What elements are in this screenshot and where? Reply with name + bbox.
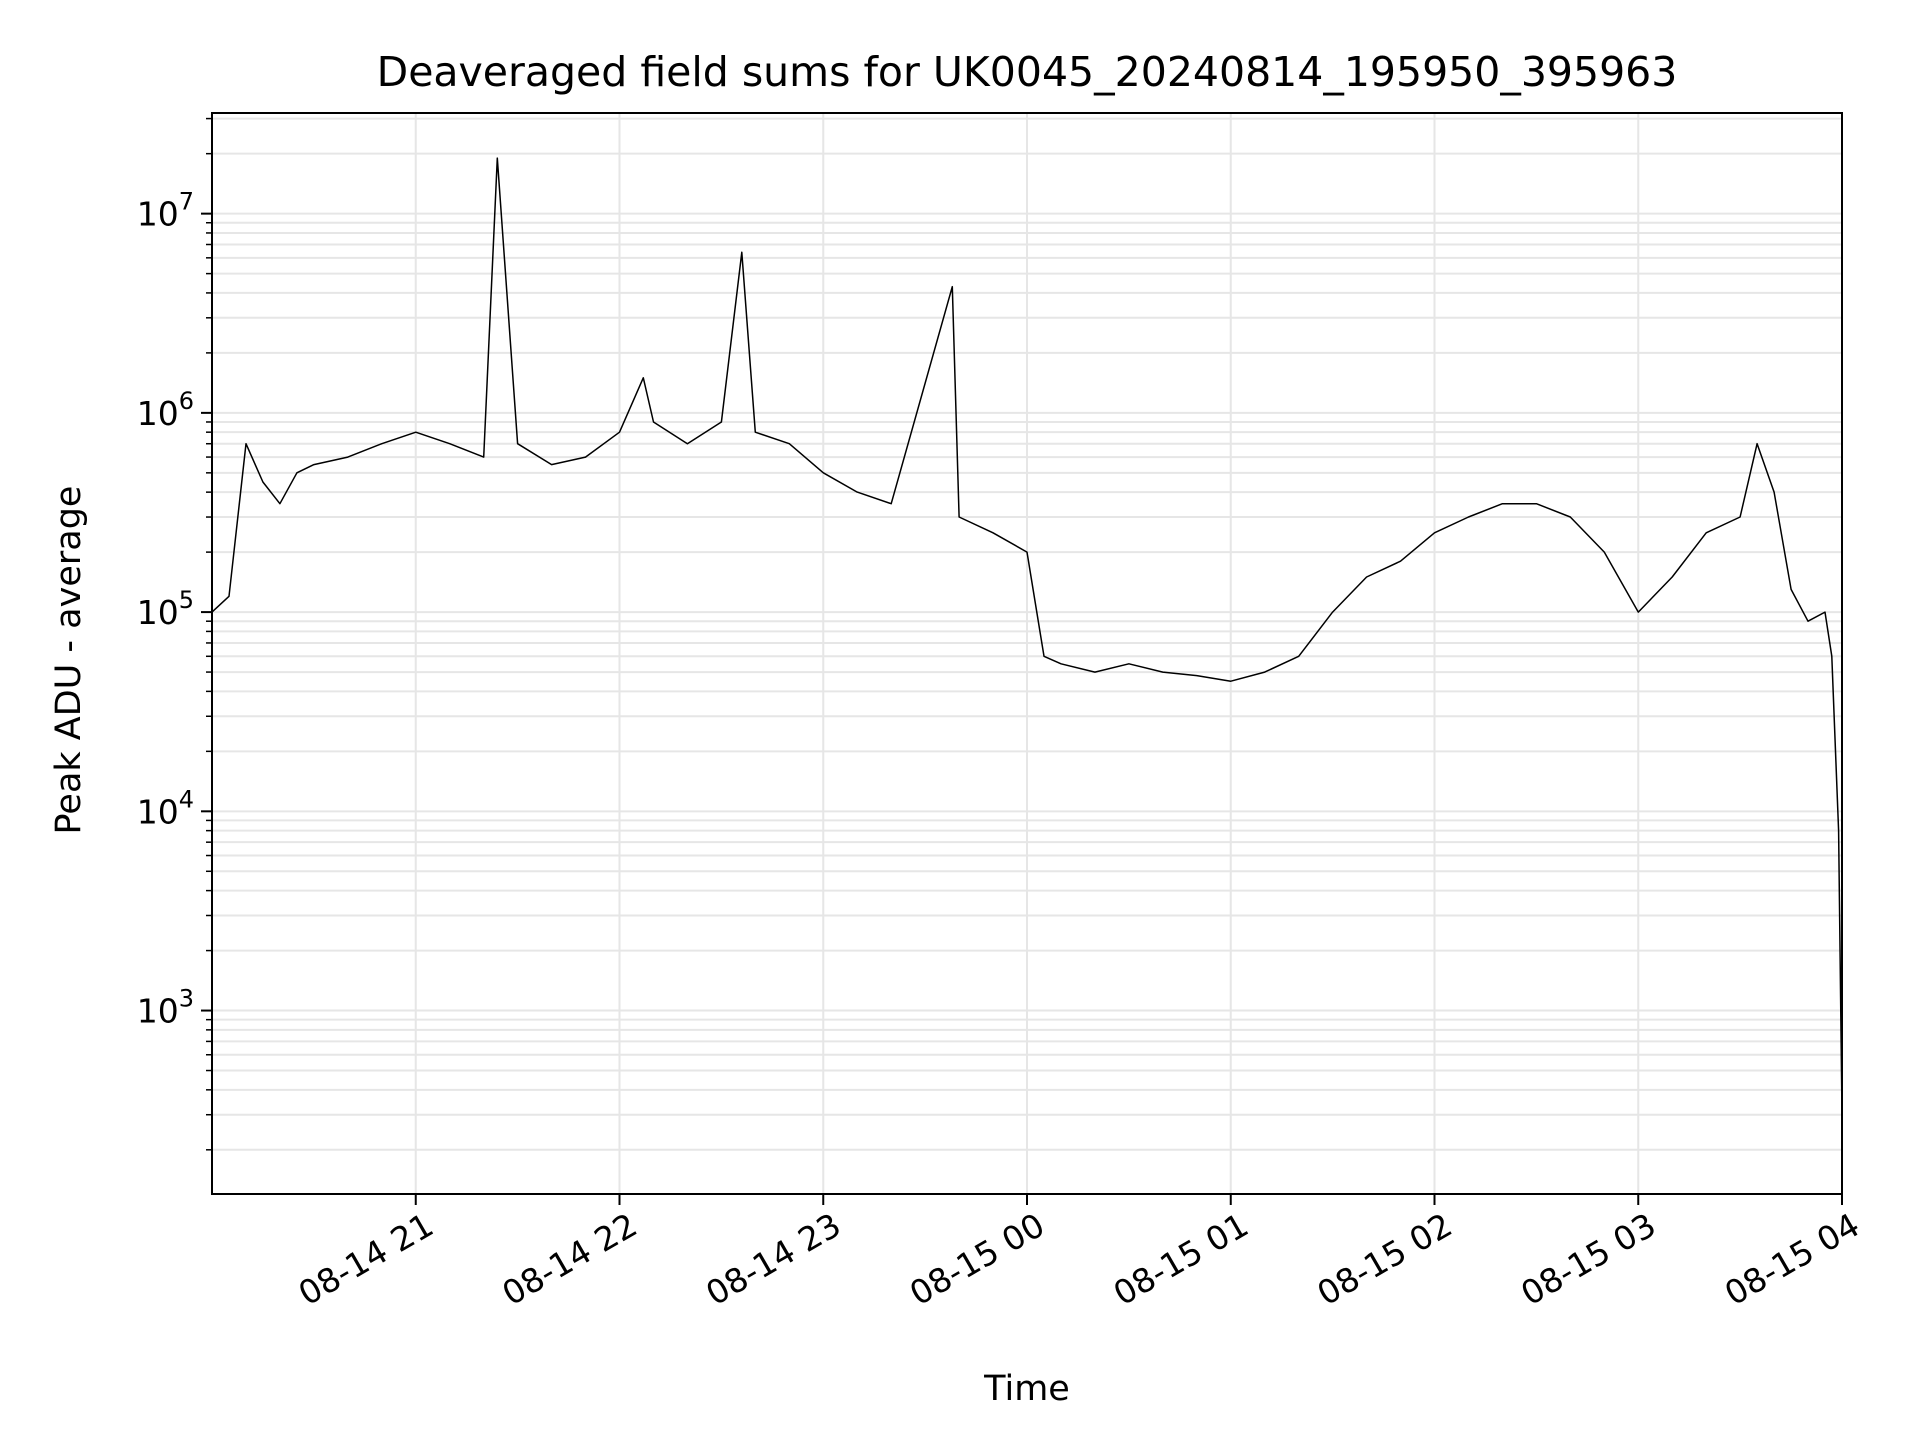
grid <box>206 113 1843 1194</box>
y-tick-label: 105 <box>137 586 194 632</box>
chart-title: Deaveraged field sums for UK0045_2024081… <box>377 48 1678 96</box>
y-axis: 103 104 105 106 107 <box>137 188 212 1031</box>
y-tick-label: 107 <box>137 188 194 234</box>
y-tick-label: 106 <box>137 387 194 433</box>
series-layer <box>211 157 1843 1115</box>
y-axis-label: Peak ADU - average <box>49 486 89 835</box>
x-axis-label: Time <box>983 1369 1070 1409</box>
y-tick-label: 104 <box>137 785 194 831</box>
y-tick-label: 103 <box>137 985 194 1031</box>
series-line <box>211 157 1843 1115</box>
